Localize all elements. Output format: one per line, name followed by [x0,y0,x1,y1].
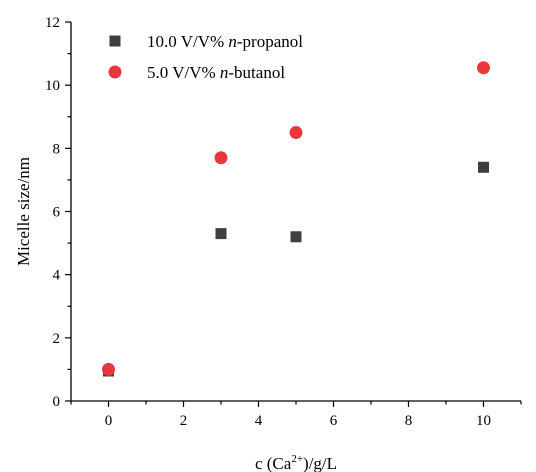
x-axis-title: c (Ca2+)/g/L [255,453,337,472]
legend-label-suffix: -butanol [228,63,285,82]
legend-label: 5.0 V/V% n-butanol [147,63,285,82]
legend-marker-square [109,35,121,47]
x-axis-title-prefix: c (Ca [255,454,292,472]
legend-label-prefix: 5.0 V/V% [147,63,220,82]
x-tick-label: 6 [330,413,338,429]
x-tick-label: 8 [405,413,413,429]
x-tick-label: 10 [476,413,491,429]
x-tick-label: 4 [255,413,263,429]
series-0-point [290,231,302,243]
x-axis-title-suffix: )/g/L [303,454,337,472]
series-1-point [102,362,115,376]
legend-label-prefix: 10.0 V/V% [147,32,228,51]
y-tick-label: 0 [53,394,61,410]
data-points [102,61,490,377]
series-1-point [477,61,490,75]
x-tick-label: 2 [180,413,188,429]
y-tick-label: 10 [45,78,60,94]
y-tick-label: 12 [45,15,60,31]
legend-label-italic: n [220,63,229,82]
series-1-point [289,126,303,140]
x-tick-label: 0 [105,413,113,429]
legend-label-suffix: -propanol [237,32,303,51]
legend-label: 10.0 V/V% n-propanol [147,32,303,51]
series-0-point [215,228,227,240]
y-tick-label: 8 [53,141,61,157]
y-tick-label: 6 [53,205,61,221]
legend-marker-circle [108,65,122,79]
series-1-point [214,151,228,165]
axes: 0 2 4 6 8 10 0 2 4 6 8 10 12 c (Ca2+)/g/L Micelle size… [14,15,522,472]
legend-label-italic: n [228,32,237,51]
y-tick-label: 2 [53,331,61,347]
x-axis-title-sup: 2+ [291,453,303,465]
y-axis-title: Micelle size/nm [14,157,33,266]
y-tick-label: 4 [53,268,61,284]
series-0-point [478,161,489,173]
